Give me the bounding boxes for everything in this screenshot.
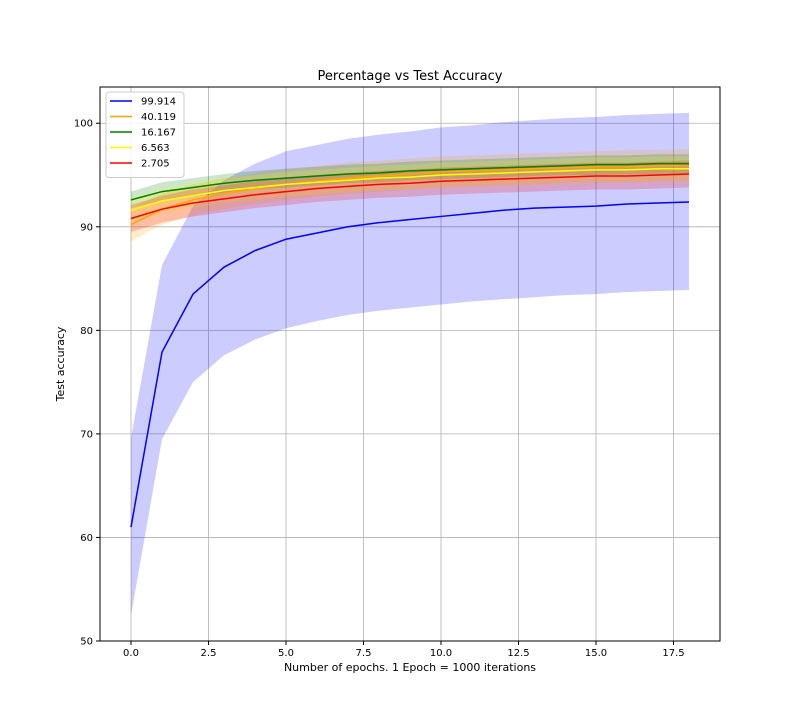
x-tick-label: 7.5 — [356, 648, 372, 659]
legend-label: 6.563 — [141, 143, 170, 154]
legend-label: 99.914 — [141, 97, 176, 108]
y-tick-label: 70 — [80, 429, 93, 440]
y-tick-label: 80 — [80, 326, 93, 337]
plot-frame — [99, 86, 721, 642]
x-tick-label: 5.0 — [278, 648, 294, 659]
series-line-2.705 — [130, 173, 690, 220]
y-tick-label: 100 — [74, 119, 93, 130]
legend: 99.914 40.119 16.167 6.563 2.705 — [105, 91, 185, 178]
x-tick-label: 15.0 — [585, 648, 607, 659]
x-tick-label: 2.5 — [201, 648, 217, 659]
confidence-bands — [131, 112, 689, 616]
series-line-99.914 — [130, 201, 690, 528]
x-tick-label: 10.0 — [430, 648, 452, 659]
y-tick-label: 90 — [80, 222, 93, 233]
series-lines — [130, 162, 690, 528]
band-2.705 — [131, 160, 689, 232]
x-tick-label: 17.5 — [662, 648, 684, 659]
y-axis-ticks: 50 60 70 80 90 100 — [74, 119, 100, 648]
band-40.119 — [131, 149, 689, 242]
legend-label: 2.705 — [141, 159, 170, 170]
y-axis-label: Test accuracy — [54, 326, 67, 402]
series-line-6.563 — [130, 168, 689, 211]
chart-title: Percentage vs Test Accuracy — [318, 69, 503, 84]
series-line-40.119 — [130, 164, 689, 226]
x-axis-ticks: 0.0 2.5 5.0 7.5 10.0 12.5 15.0 17.5 — [123, 641, 685, 659]
x-axis-label: Number of epochs. 1 Epoch = 1000 iterati… — [284, 661, 536, 674]
series-line-16.167 — [130, 162, 689, 201]
band-99.914 — [131, 112, 689, 616]
y-tick-label: 50 — [80, 637, 93, 648]
x-tick-label: 0.0 — [123, 648, 139, 659]
band-6.563 — [131, 156, 689, 223]
x-tick-label: 12.5 — [507, 648, 529, 659]
legend-box — [105, 91, 185, 178]
y-tick-label: 60 — [80, 533, 93, 544]
legend-label: 16.167 — [141, 128, 176, 139]
legend-label: 40.119 — [141, 112, 176, 123]
